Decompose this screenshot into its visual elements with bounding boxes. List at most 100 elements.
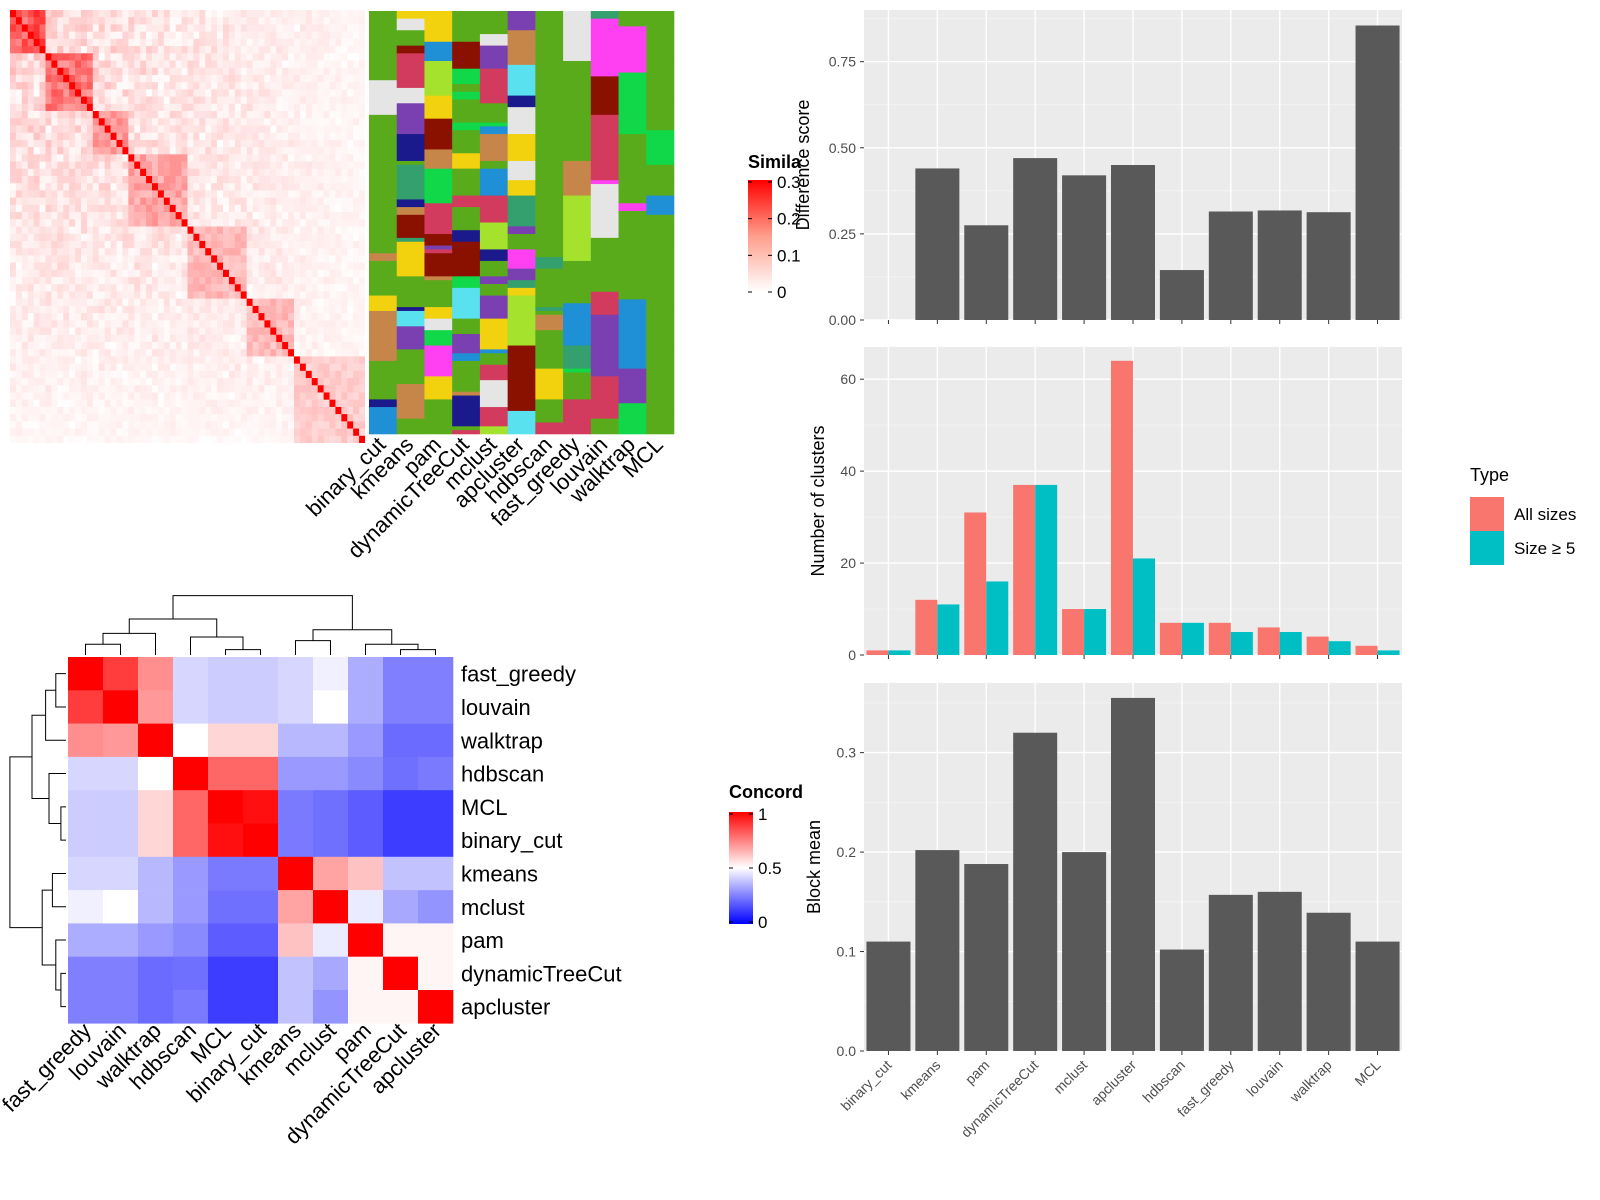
similarity-cell xyxy=(347,82,354,90)
similarity-cell xyxy=(134,132,141,141)
similarity-cell xyxy=(305,370,313,379)
similarity-cell xyxy=(282,132,289,141)
similarity-cell xyxy=(234,399,242,408)
similarity-cell xyxy=(146,305,153,314)
similarity-cell xyxy=(223,139,230,148)
similarity-cell xyxy=(75,197,82,206)
cluster-membership-cell xyxy=(452,318,481,331)
similarity-cell xyxy=(39,428,46,437)
similarity-cell xyxy=(193,60,200,69)
similarity-cell xyxy=(140,435,147,443)
similarity-cell xyxy=(211,327,218,336)
similarity-cell xyxy=(223,118,230,126)
similarity-cell xyxy=(122,183,129,191)
similarity-cell xyxy=(57,197,64,206)
similarity-cell xyxy=(294,17,301,25)
similarity-cell xyxy=(104,363,111,372)
concordance-cell xyxy=(138,657,174,691)
similarity-cell xyxy=(359,197,365,206)
similarity-cell xyxy=(193,298,200,307)
similarity-cell xyxy=(45,212,52,220)
similarity-cell xyxy=(199,31,206,40)
similarity-cell xyxy=(294,183,301,191)
similarity-cell xyxy=(246,197,253,206)
similarity-cell xyxy=(86,212,94,220)
similarity-cell xyxy=(211,349,218,357)
similarity-cell xyxy=(63,435,70,443)
similarity-cell xyxy=(181,320,188,328)
similarity-cell xyxy=(299,305,307,314)
similarity-cell xyxy=(104,320,111,328)
similarity-cell xyxy=(341,406,348,415)
similarity-cell xyxy=(305,414,313,422)
cluster-membership-cell xyxy=(507,376,536,412)
similarity-cell xyxy=(45,255,52,263)
similarity-cell xyxy=(175,31,182,40)
similarity-cell xyxy=(57,118,64,126)
similarity-cell xyxy=(10,262,17,271)
similarity-cell xyxy=(217,125,224,134)
similarity-cell xyxy=(288,378,295,386)
similarity-cell xyxy=(181,327,188,336)
similarity-cell xyxy=(175,327,182,336)
similarity-cell xyxy=(157,74,165,83)
similarity-cell xyxy=(163,24,171,33)
similarity-cell xyxy=(128,175,135,184)
concordance-cell xyxy=(68,756,104,791)
similarity-cell xyxy=(234,103,242,112)
similarity-cell xyxy=(223,219,230,227)
cluster-membership-cell xyxy=(507,11,536,31)
similarity-cell xyxy=(163,125,171,134)
similarity-cell xyxy=(305,406,313,415)
similarity-cell xyxy=(246,24,253,33)
cluster-membership-cell xyxy=(369,326,398,362)
similarity-cell xyxy=(299,435,307,443)
dendrogram-branch xyxy=(312,629,393,645)
similarity-cell xyxy=(187,46,194,54)
similarity-cell xyxy=(104,370,111,379)
similarity-cell xyxy=(282,38,289,47)
similarity-cell xyxy=(134,341,141,350)
similarity-cell xyxy=(276,24,283,33)
similarity-cell xyxy=(252,327,259,336)
similarity-cell xyxy=(205,38,212,47)
similarity-cell xyxy=(98,392,106,401)
similarity-cell xyxy=(234,168,242,177)
similarity-cell xyxy=(187,132,194,141)
similarity-cell xyxy=(187,284,194,292)
concordance-cell xyxy=(278,990,314,1024)
similarity-cell xyxy=(15,10,23,18)
similarity-cell xyxy=(299,38,307,47)
similarity-cell xyxy=(169,349,177,357)
similarity-cell xyxy=(163,204,171,213)
similarity-cell xyxy=(311,139,319,148)
similarity-cell xyxy=(163,269,171,278)
similarity-cell xyxy=(199,248,206,256)
similarity-cell xyxy=(110,284,117,292)
similarity-cell xyxy=(110,168,117,177)
similarity-cell xyxy=(270,233,277,242)
similarity-cell xyxy=(199,103,206,112)
similarity-cell xyxy=(175,161,182,170)
similarity-cell xyxy=(276,31,283,40)
similarity-cell xyxy=(264,392,271,401)
similarity-cell xyxy=(234,74,242,83)
similarity-cell xyxy=(33,313,40,321)
similarity-cell xyxy=(92,24,100,33)
similarity-cell xyxy=(81,406,88,415)
similarity-cell xyxy=(140,89,147,97)
concordance-cell xyxy=(418,990,454,1024)
similarity-cell xyxy=(288,96,295,105)
similarity-cell xyxy=(163,435,171,443)
cluster-membership-cell xyxy=(535,95,564,108)
similarity-cell xyxy=(128,284,135,292)
similarity-cell xyxy=(86,320,94,328)
similarity-cell xyxy=(92,233,100,242)
similarity-cell xyxy=(240,10,248,18)
similarity-cell xyxy=(51,132,58,141)
similarity-cell xyxy=(234,349,242,357)
similarity-cell xyxy=(104,277,111,285)
similarity-cell xyxy=(81,414,88,422)
similarity-cell xyxy=(27,38,35,47)
similarity-cell xyxy=(15,341,23,350)
